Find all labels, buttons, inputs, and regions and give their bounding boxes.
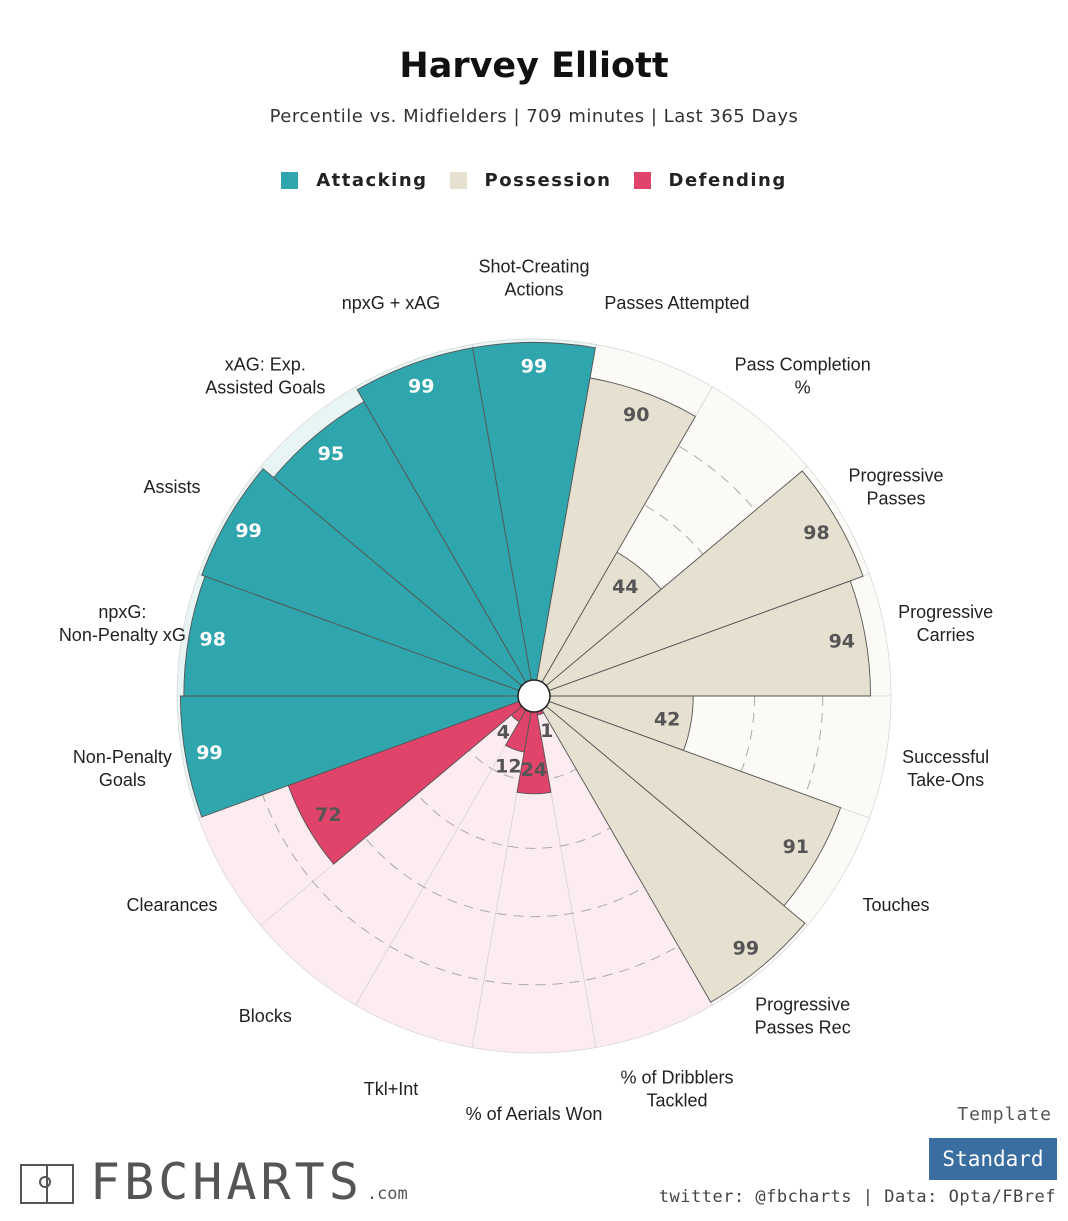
value-label-11: 12: [495, 755, 521, 777]
value-label-10: 24: [521, 759, 547, 781]
fbcharts-logo: FBCHARTS .com: [20, 1153, 408, 1211]
legend-label-defending: Defending: [668, 170, 787, 191]
category-label: Assists: [143, 477, 200, 497]
value-label-9: 1: [540, 720, 553, 742]
value-label-13: 72: [315, 804, 341, 826]
category-label: Tkl+Int: [364, 1079, 419, 1099]
category-label: npxG + xAG: [342, 293, 441, 313]
legend: Attacking Possession Defending: [0, 170, 1068, 191]
value-label-18: 99: [408, 375, 434, 397]
value-label-3: 44: [612, 576, 638, 598]
value-label-5: 94: [829, 631, 855, 653]
legend-label-attacking: Attacking: [316, 170, 428, 191]
value-label-7: 91: [783, 836, 809, 858]
value-label-8: 99: [733, 937, 759, 959]
category-label: Passes Attempted: [604, 293, 749, 313]
legend-label-possession: Possession: [484, 170, 612, 191]
category-label: Clearances: [126, 895, 217, 915]
value-label-14: 99: [196, 742, 222, 764]
category-label: xAG: Exp. Assisted Goals: [205, 354, 325, 397]
category-label: Pass Completion%: [735, 354, 871, 397]
value-label-16: 99: [235, 520, 261, 542]
legend-item-defending: Defending: [633, 170, 787, 191]
credits: twitter: @fbcharts | Data: Opta/FBref: [658, 1187, 1056, 1207]
category-label: Non-Penalty Goals: [73, 747, 172, 790]
legend-swatch-possession: [449, 172, 467, 189]
category-label: npxG: Non-Penalty xG: [59, 602, 186, 645]
value-label-15: 98: [200, 628, 226, 650]
value-label-2: 90: [623, 404, 649, 426]
logo-suffix: .com: [366, 1184, 408, 1204]
pitch-icon: [20, 1164, 74, 1204]
category-label: Progressive Passes: [848, 466, 943, 509]
center-hub: [517, 679, 551, 713]
value-label-17: 95: [318, 443, 344, 465]
category-label: Shot-Creating Actions: [478, 257, 589, 300]
category-label: Progressive Carries: [898, 602, 993, 645]
value-label-12: 4: [497, 721, 510, 743]
value-label-6: 42: [654, 708, 680, 730]
value-label-4: 98: [803, 522, 829, 544]
category-label: % of Dribblers Tackled: [620, 1067, 733, 1110]
category-label: Touches: [862, 895, 929, 915]
category-label: Progressive Passes Rec: [755, 995, 851, 1038]
category-label: Blocks: [239, 1006, 292, 1026]
value-label-1: 99: [521, 355, 547, 377]
legend-swatch-attacking: [281, 172, 299, 189]
template-badge: Standard: [929, 1138, 1057, 1180]
template-label: Template: [957, 1104, 1052, 1125]
legend-item-attacking: Attacking: [281, 170, 427, 191]
category-label: % of Aerials Won: [466, 1104, 603, 1124]
category-label: Successful Take-Ons: [902, 747, 989, 790]
logo-text: FBCHARTS: [90, 1153, 363, 1211]
legend-swatch-defending: [633, 172, 651, 189]
legend-item-possession: Possession: [449, 170, 612, 191]
chart-title: Harvey Elliott: [399, 46, 669, 86]
chart-subtitle: Percentile vs. Midfielders | 709 minutes…: [269, 106, 799, 127]
